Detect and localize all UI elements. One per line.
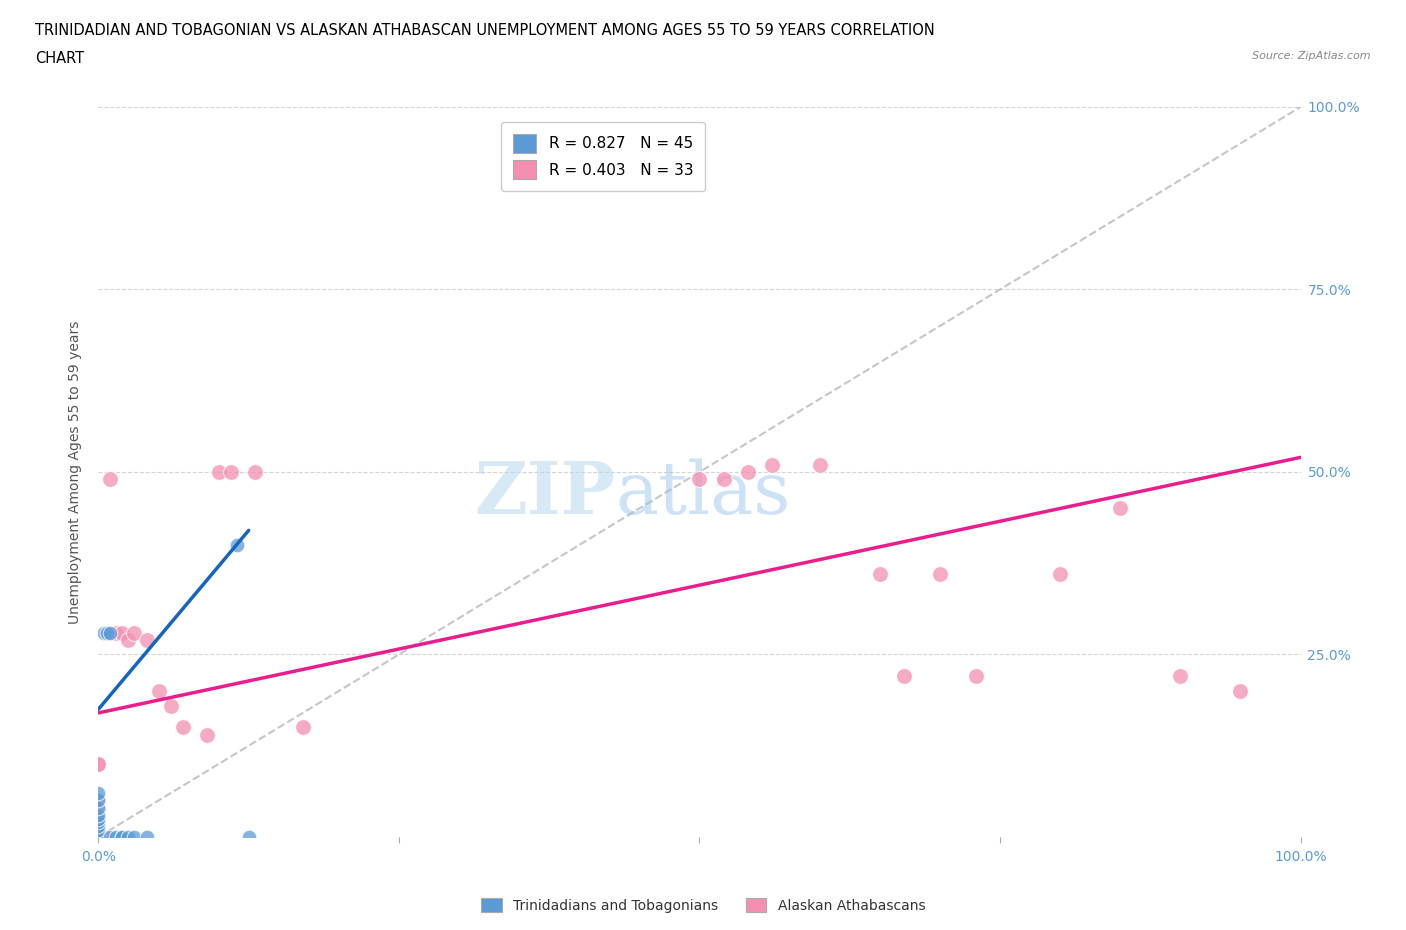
Point — [893, 669, 915, 684]
Point — [219, 465, 242, 480]
Point — [291, 720, 314, 735]
Point — [87, 818, 110, 833]
Point — [87, 830, 110, 844]
Legend: R = 0.827   N = 45, R = 0.403   N = 33: R = 0.827 N = 45, R = 0.403 N = 33 — [501, 122, 706, 192]
Point — [111, 625, 134, 640]
Point — [87, 801, 110, 816]
Point — [87, 830, 110, 844]
Point — [689, 472, 711, 486]
Point — [87, 830, 110, 844]
Point — [87, 786, 110, 801]
Point — [159, 698, 181, 713]
Point — [87, 826, 110, 841]
Point — [87, 830, 110, 844]
Point — [87, 830, 110, 844]
Point — [135, 830, 157, 844]
Point — [195, 727, 218, 742]
Point — [208, 465, 231, 480]
Text: CHART: CHART — [35, 51, 84, 66]
Point — [87, 830, 110, 844]
Point — [87, 793, 110, 808]
Point — [238, 830, 260, 844]
Point — [87, 830, 110, 844]
Text: Source: ZipAtlas.com: Source: ZipAtlas.com — [1253, 51, 1371, 61]
Point — [87, 830, 110, 844]
Legend: Trinidadians and Tobagonians, Alaskan Athabascans: Trinidadians and Tobagonians, Alaskan At… — [475, 893, 931, 919]
Point — [808, 458, 831, 472]
Point — [100, 830, 122, 844]
Point — [172, 720, 194, 735]
Point — [117, 632, 139, 647]
Point — [93, 830, 115, 844]
Point — [87, 822, 110, 837]
Point — [1049, 566, 1071, 581]
Point — [87, 807, 110, 822]
Point — [87, 830, 110, 844]
Point — [87, 830, 110, 844]
Point — [124, 830, 146, 844]
Point — [761, 458, 783, 472]
Point — [713, 472, 735, 486]
Point — [1109, 501, 1132, 516]
Point — [93, 625, 115, 640]
Point — [87, 830, 110, 844]
Point — [87, 815, 110, 830]
Point — [87, 811, 110, 826]
Point — [737, 465, 759, 480]
Point — [135, 632, 157, 647]
Point — [87, 830, 110, 844]
Point — [87, 830, 110, 844]
Point — [87, 830, 110, 844]
Point — [87, 830, 110, 844]
Point — [96, 625, 118, 640]
Y-axis label: Unemployment Among Ages 55 to 59 years: Unemployment Among Ages 55 to 59 years — [69, 320, 83, 624]
Point — [1170, 669, 1192, 684]
Point — [87, 801, 110, 816]
Point — [100, 625, 122, 640]
Point — [87, 757, 110, 772]
Point — [105, 625, 128, 640]
Point — [124, 625, 146, 640]
Point — [87, 830, 110, 844]
Point — [225, 538, 247, 552]
Point — [105, 830, 128, 844]
Point — [117, 830, 139, 844]
Point — [87, 757, 110, 772]
Point — [100, 472, 122, 486]
Point — [87, 793, 110, 808]
Point — [111, 830, 134, 844]
Text: atlas: atlas — [616, 458, 790, 529]
Point — [965, 669, 987, 684]
Text: ZIP: ZIP — [474, 458, 616, 529]
Point — [869, 566, 891, 581]
Point — [87, 830, 110, 844]
Point — [87, 830, 110, 844]
Point — [87, 830, 110, 844]
Point — [243, 465, 266, 480]
Point — [87, 830, 110, 844]
Point — [87, 830, 110, 844]
Point — [148, 684, 170, 698]
Point — [87, 830, 110, 844]
Point — [111, 830, 134, 844]
Text: TRINIDADIAN AND TOBAGONIAN VS ALASKAN ATHABASCAN UNEMPLOYMENT AMONG AGES 55 TO 5: TRINIDADIAN AND TOBAGONIAN VS ALASKAN AT… — [35, 23, 935, 38]
Point — [87, 830, 110, 844]
Point — [87, 830, 110, 844]
Point — [928, 566, 950, 581]
Point — [1229, 684, 1251, 698]
Point — [87, 830, 110, 844]
